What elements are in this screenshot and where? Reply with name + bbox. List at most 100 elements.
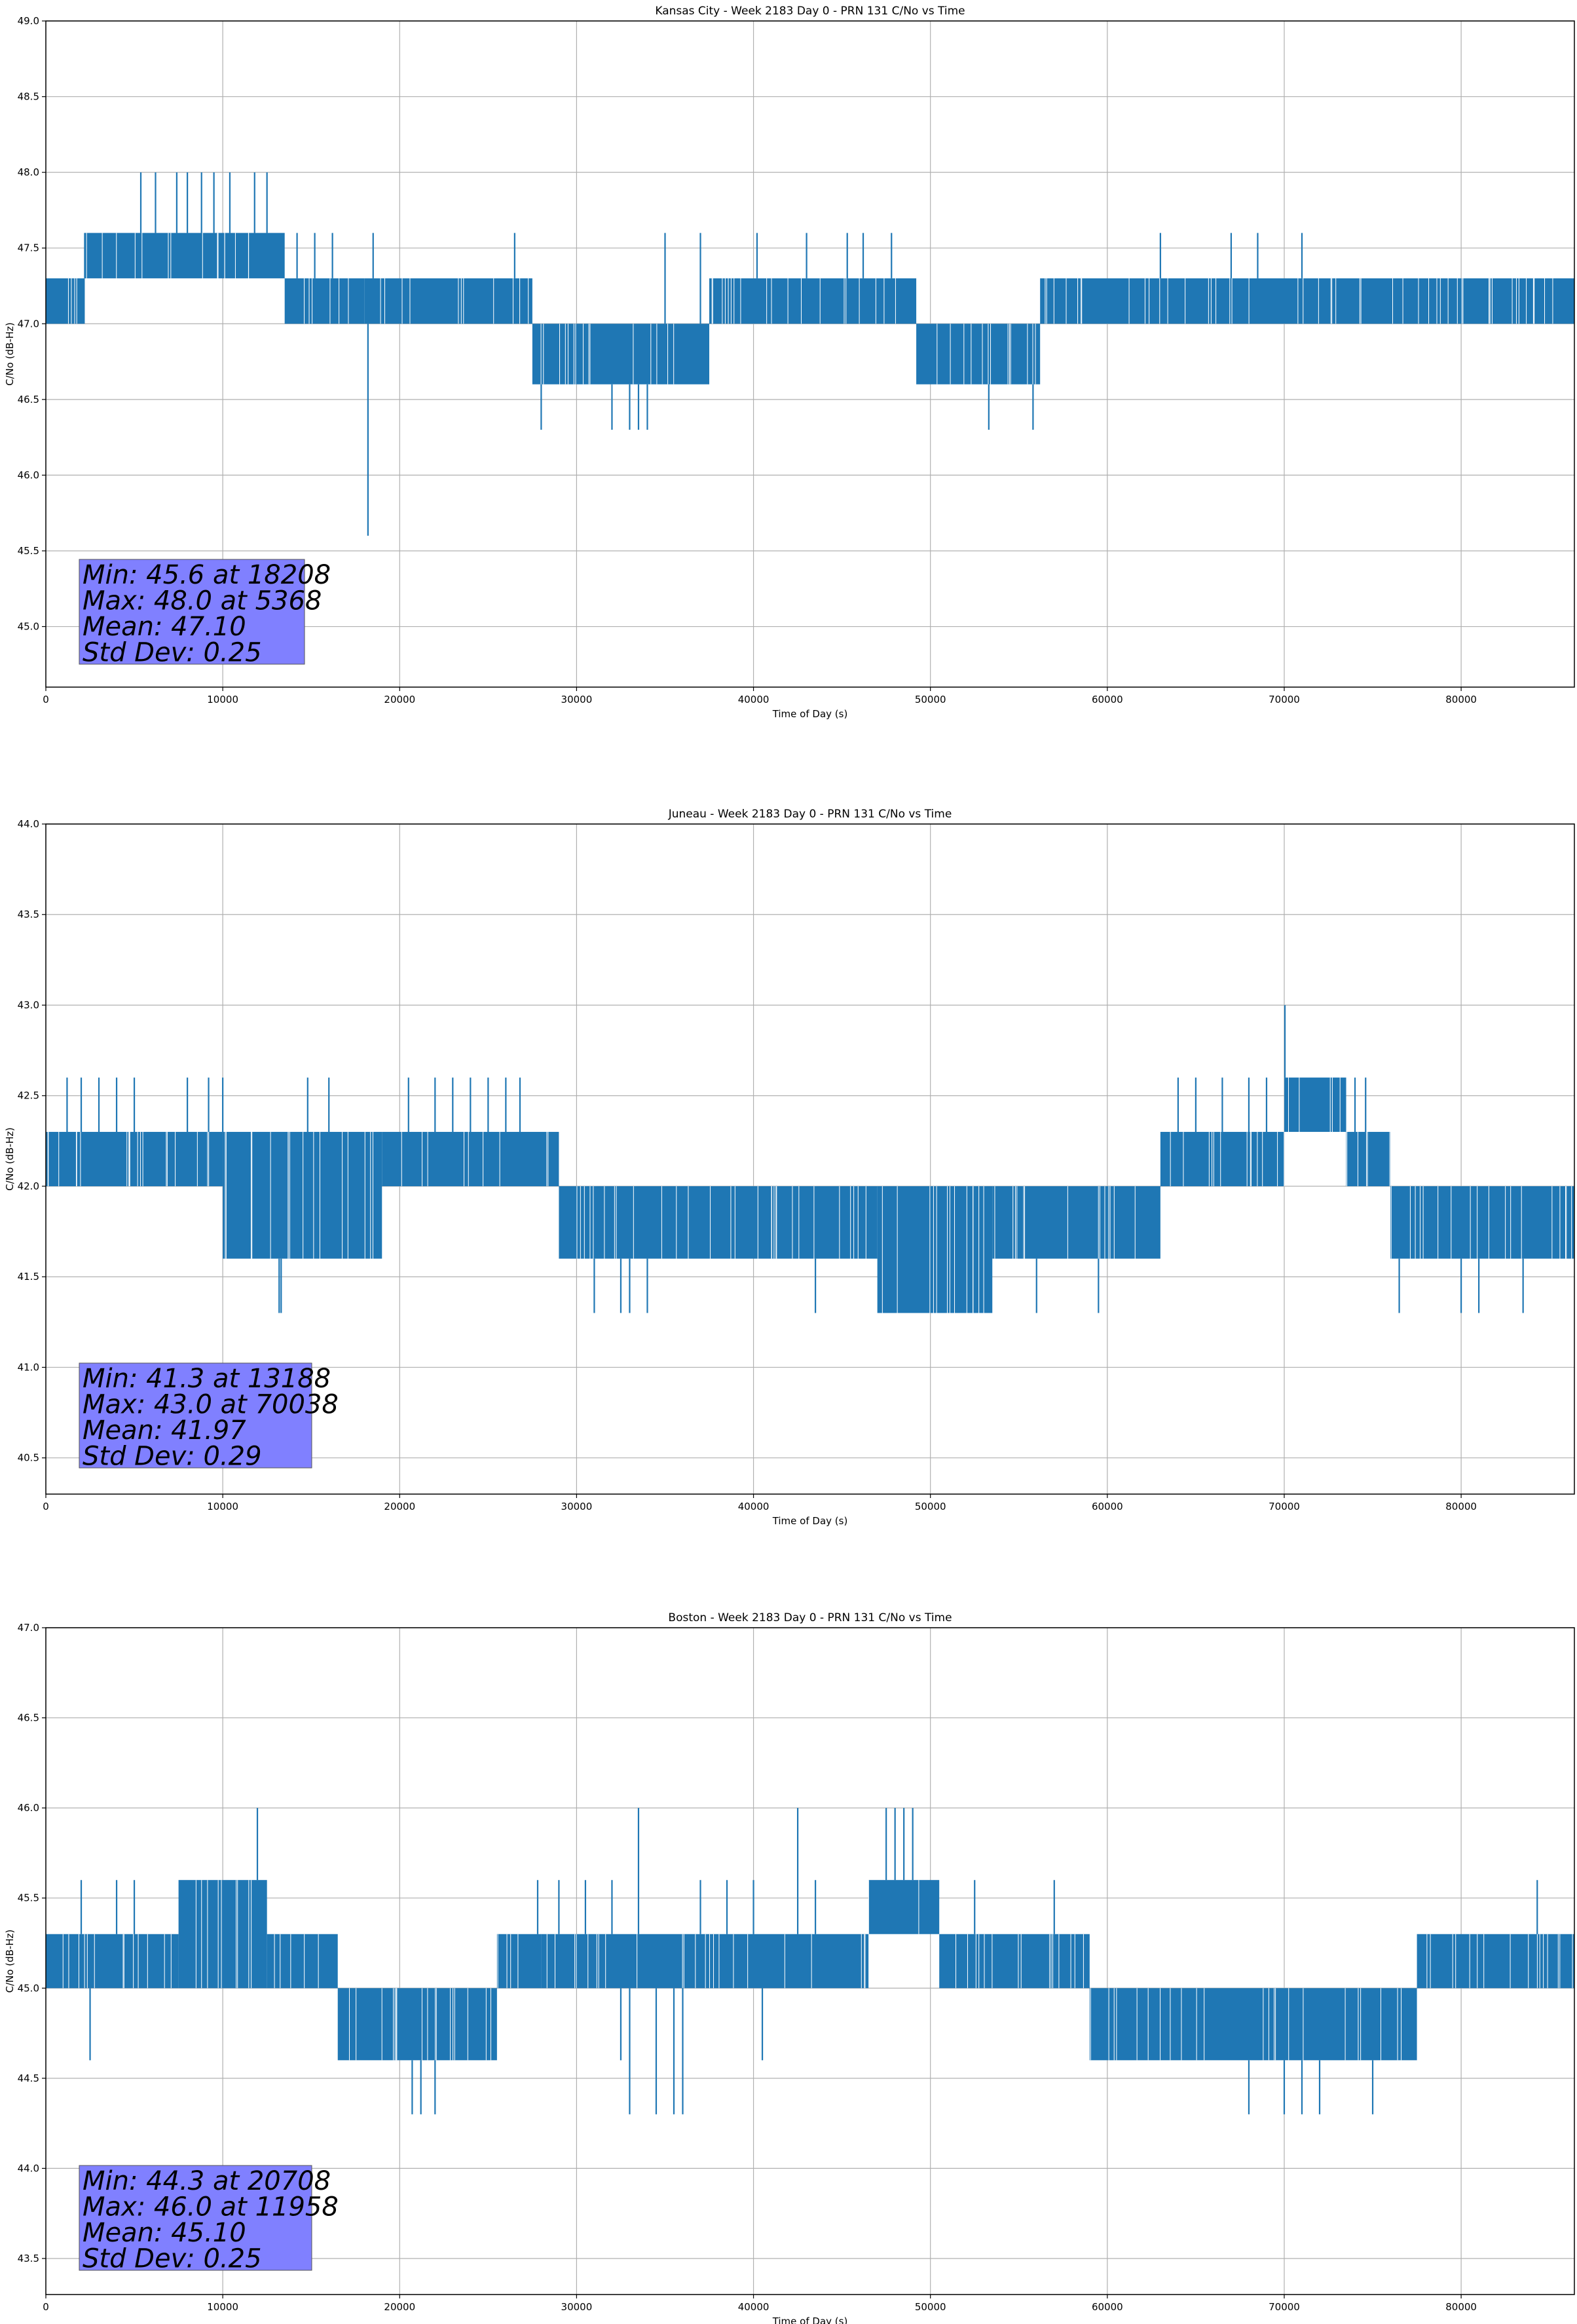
data-band	[532, 324, 710, 384]
data-band	[496, 1934, 542, 1989]
y-tick-label: 44.5	[18, 2072, 39, 2084]
x-axis-label: Time of Day (s)	[772, 708, 848, 720]
chart-title: Kansas City - Week 2183 Day 0 - PRN 131 …	[655, 5, 965, 18]
x-tick-label: 0	[43, 694, 49, 705]
x-tick-label: 70000	[1269, 2301, 1300, 2313]
x-tick-label: 50000	[915, 1501, 946, 1512]
x-tick-label: 0	[43, 2301, 49, 2313]
x-tick-label: 60000	[1092, 694, 1123, 705]
stats-line: Max: 43.0 at 70038	[83, 1390, 339, 1420]
y-tick-label: 41.0	[18, 1361, 39, 1373]
x-tick-label: 10000	[207, 2301, 238, 2313]
y-tick-label: 42.5	[18, 1090, 39, 1102]
x-tick-label: 0	[43, 1501, 49, 1512]
y-tick-label: 45.5	[18, 1892, 39, 1904]
y-axis-label: C/No (dB-Hz)	[4, 1127, 16, 1191]
stats-line: Min: 44.3 at 20708	[83, 2166, 331, 2196]
y-tick-label: 47.0	[18, 1622, 39, 1634]
stats-line: Mean: 47.10	[83, 612, 246, 642]
data-band	[382, 1132, 559, 1186]
y-tick-label: 43.5	[18, 2253, 39, 2264]
data-band	[1390, 1186, 1574, 1259]
chart-title: Juneau - Week 2183 Day 0 - PRN 131 C/No …	[668, 808, 952, 821]
y-tick-label: 46.5	[18, 394, 39, 405]
data-band	[1040, 278, 1574, 324]
x-tick-label: 40000	[738, 2301, 770, 2313]
chart-panel: 0 10000 20000 30000 40000 50000 60000 70000 8000…	[4, 808, 1575, 1527]
axes-frame	[45, 823, 1575, 1495]
y-tick-label: 49.0	[18, 15, 39, 27]
y-tick-label: 47.0	[18, 318, 39, 329]
stats-line: Std Dev: 0.25	[83, 2244, 262, 2274]
y-tick-label: 48.5	[18, 91, 39, 103]
axes-frame	[45, 20, 1575, 688]
data-band	[223, 1132, 382, 1259]
x-axis-label: Time of Day (s)	[772, 2315, 848, 2324]
y-tick-label: 46.0	[18, 1802, 39, 1814]
data-band	[337, 1988, 497, 2061]
stats-line: Max: 48.0 at 5368	[83, 586, 322, 616]
y-tick-label: 46.5	[18, 1712, 39, 1724]
x-tick-label: 70000	[1269, 694, 1300, 705]
stats-line: Std Dev: 0.29	[83, 1442, 262, 1472]
stats-line: Min: 45.6 at 18208	[83, 560, 331, 590]
x-tick-label: 10000	[207, 1501, 238, 1512]
x-axis-label: Time of Day (s)	[772, 1515, 848, 1527]
x-tick-label: 60000	[1092, 2301, 1123, 2313]
chart-panel: 0 10000 20000 30000 40000 50000 60000 70000 8000…	[4, 1611, 1575, 2324]
y-tick-label: 47.5	[18, 242, 39, 254]
x-tick-label: 50000	[915, 694, 946, 705]
x-tick-label: 80000	[1445, 694, 1477, 705]
data-band	[1346, 1132, 1391, 1186]
y-axis-label: C/No (dB-Hz)	[4, 1930, 16, 1993]
x-tick-label: 30000	[561, 2301, 593, 2313]
axes-frame	[45, 1627, 1575, 2295]
series-line	[46, 1808, 1574, 2114]
data-band	[1160, 1132, 1284, 1186]
y-tick-label: 44.0	[18, 818, 39, 830]
stats-line: Mean: 45.10	[83, 2218, 246, 2248]
x-tick-label: 30000	[561, 1501, 593, 1512]
series-line	[46, 1005, 1574, 1313]
x-tick-label: 20000	[384, 694, 415, 705]
data-band	[46, 278, 85, 324]
data-band	[939, 1934, 1090, 1989]
y-tick-label: 46.0	[18, 469, 39, 481]
stats-line: Max: 46.0 at 11958	[83, 2192, 339, 2222]
series-line	[46, 172, 1574, 536]
x-tick-label: 20000	[384, 1501, 415, 1512]
data-band	[877, 1186, 993, 1313]
y-tick-label: 45.5	[18, 545, 39, 557]
x-tick-label: 80000	[1445, 1501, 1477, 1512]
data-band	[284, 278, 365, 324]
y-tick-label: 44.0	[18, 2162, 39, 2174]
y-tick-label: 42.0	[18, 1180, 39, 1192]
stats-line: Min: 41.3 at 13188	[83, 1364, 331, 1394]
data-band	[992, 1186, 1160, 1259]
y-tick-label: 43.5	[18, 909, 39, 920]
stats-box	[79, 559, 305, 665]
x-tick-label: 70000	[1269, 1501, 1300, 1512]
x-tick-label: 40000	[738, 694, 770, 705]
stats-line: Std Dev: 0.25	[83, 638, 262, 668]
data-band	[364, 278, 532, 324]
x-tick-label: 60000	[1092, 1501, 1123, 1512]
y-tick-label: 45.0	[18, 1982, 39, 1994]
x-tick-label: 80000	[1445, 2301, 1477, 2313]
data-band	[46, 1132, 223, 1186]
y-tick-label: 41.5	[18, 1271, 39, 1283]
y-axis-label: C/No (dB-Hz)	[4, 322, 16, 386]
chart-panel: 0 10000 20000 30000 40000 50000 60000 70000 8000…	[4, 5, 1575, 720]
stats-line: Mean: 41.97	[83, 1415, 246, 1446]
data-band	[267, 1934, 338, 1989]
stats-box	[79, 1362, 312, 1469]
data-band	[541, 1934, 869, 1989]
x-tick-label: 40000	[738, 1501, 770, 1512]
y-tick-label: 48.0	[18, 166, 39, 178]
y-tick-label: 45.0	[18, 621, 39, 633]
y-tick-label: 40.5	[18, 1452, 39, 1464]
chart-title: Boston - Week 2183 Day 0 - PRN 131 C/No …	[668, 1611, 952, 1624]
data-band	[868, 1880, 940, 1934]
data-band	[1417, 1934, 1574, 1989]
y-tick-label: 43.0	[18, 999, 39, 1011]
